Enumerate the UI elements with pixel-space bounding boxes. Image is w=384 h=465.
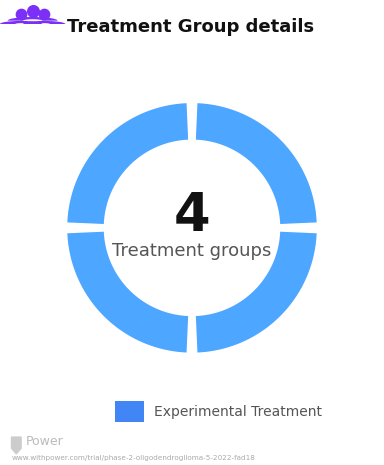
- Text: 4: 4: [174, 190, 210, 242]
- Wedge shape: [0, 21, 42, 24]
- Polygon shape: [196, 232, 317, 352]
- Point: [18, 10, 24, 18]
- Polygon shape: [67, 232, 188, 352]
- Text: Power: Power: [26, 435, 64, 448]
- Wedge shape: [8, 17, 58, 20]
- Text: www.withpower.com/trial/phase-2-oligodendroglioma-5-2022-fad18: www.withpower.com/trial/phase-2-oligoden…: [12, 455, 255, 461]
- Polygon shape: [67, 103, 188, 224]
- Text: Treatment Group details: Treatment Group details: [67, 18, 314, 36]
- Point: [30, 7, 36, 14]
- FancyBboxPatch shape: [115, 401, 144, 422]
- Point: [41, 10, 47, 18]
- Polygon shape: [196, 103, 317, 224]
- Polygon shape: [12, 437, 21, 454]
- Text: Experimental Treatment: Experimental Treatment: [154, 405, 322, 418]
- Wedge shape: [23, 21, 65, 24]
- Text: Treatment groups: Treatment groups: [112, 242, 272, 259]
